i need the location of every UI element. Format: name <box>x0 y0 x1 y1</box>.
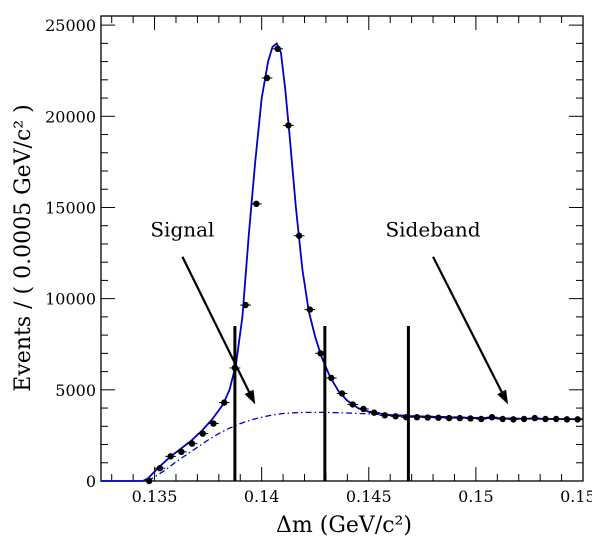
data-point <box>456 414 464 422</box>
y-tick-label: 25000 <box>45 16 96 35</box>
plot-frame <box>100 15 584 482</box>
data-point <box>306 306 314 313</box>
fit-curves <box>101 41 584 482</box>
x-tick-label: 0.135 <box>132 487 178 506</box>
data-point <box>285 122 292 129</box>
annotation-label: Signal <box>150 218 214 242</box>
data-point <box>499 415 506 423</box>
data-point <box>381 412 389 419</box>
data-point <box>317 350 324 357</box>
data-point <box>178 448 185 456</box>
data-point <box>360 405 367 413</box>
data-point <box>274 45 281 53</box>
data-point <box>263 74 271 82</box>
region-boundary-lines <box>233 326 410 481</box>
data-point <box>531 414 538 422</box>
x-tick-label: 0.15 <box>458 487 494 506</box>
data-point <box>242 301 249 309</box>
data-point <box>349 401 356 408</box>
data-point <box>156 465 164 472</box>
data-point <box>220 399 228 406</box>
data-point <box>146 477 153 485</box>
annotation-arrow-shaft <box>432 256 503 393</box>
y-tick-label: 20000 <box>45 107 96 126</box>
data-point <box>295 232 303 239</box>
y-tick-label: 10000 <box>45 290 96 309</box>
x-tick-label: 0.14 <box>244 487 280 506</box>
x-tick-label: 0.145 <box>346 487 392 506</box>
data-point <box>510 416 517 423</box>
annotations: Signal Sideband <box>150 218 509 405</box>
data-point <box>392 413 399 420</box>
data-point <box>520 415 528 423</box>
fit-total-curve <box>101 41 584 482</box>
annotation-label: Sideband <box>385 218 480 242</box>
data-points <box>143 45 583 485</box>
data-point <box>338 390 346 397</box>
data-point <box>167 453 174 460</box>
data-point <box>370 409 378 416</box>
data-point <box>210 420 217 427</box>
y-axis-title: Events / ( 0.0005 GeV/c² ) <box>11 104 36 391</box>
data-point <box>188 440 196 447</box>
data-point <box>478 415 485 423</box>
data-point <box>445 414 453 422</box>
axis-ticks: 0.135 0.14 0.145 0.15 0.155 0 5000 10000 15000 20… <box>45 16 592 506</box>
annotation-arrow-head <box>244 389 256 405</box>
data-point <box>488 413 496 421</box>
data-point <box>467 415 474 422</box>
data-point <box>328 374 335 382</box>
data-point <box>424 414 431 421</box>
data-point <box>574 416 581 423</box>
x-tick-label: 0.155 <box>560 487 592 506</box>
plot-area-border <box>100 15 584 482</box>
data-point <box>403 413 410 421</box>
data-point <box>435 414 442 421</box>
annotation-arrow-head <box>497 389 509 405</box>
data-point <box>253 200 260 208</box>
data-point <box>553 415 560 423</box>
data-point <box>413 413 421 421</box>
annotation-arrow-shaft <box>181 256 251 393</box>
y-tick-label: 15000 <box>45 198 96 217</box>
y-tick-label: 5000 <box>55 381 96 400</box>
y-tick-label: 0 <box>86 472 96 491</box>
data-point <box>199 430 206 437</box>
x-axis-title: Δm (GeV/c²) <box>276 513 412 538</box>
data-point <box>542 415 549 423</box>
data-point <box>563 416 571 423</box>
